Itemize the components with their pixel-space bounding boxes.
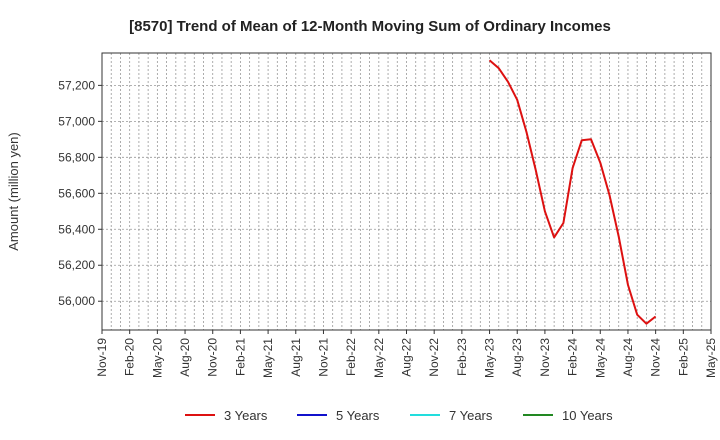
y-tick-label: 56,800 <box>58 150 95 164</box>
x-tick-label: Nov-24 <box>649 338 663 377</box>
x-axis-ticks: Nov-19 Feb-20 May-20 Aug-20 Nov-20 Feb-21 May-… <box>95 330 718 378</box>
gridlines <box>102 53 711 330</box>
legend-label: 7 Years <box>449 408 493 423</box>
y-tick-label: 56,200 <box>58 258 95 272</box>
y-tick-label: 57,000 <box>58 114 95 128</box>
series-layer <box>488 59 657 325</box>
x-tick-label: May-23 <box>483 338 497 378</box>
legend-label: 3 Years <box>224 408 268 423</box>
x-tick-label: Feb-25 <box>676 338 690 376</box>
x-tick-label: Aug-24 <box>621 338 635 377</box>
chart-title: [8570] Trend of Mean of 12-Month Moving … <box>129 18 611 35</box>
x-tick-label: May-24 <box>593 338 607 378</box>
x-tick-label: Nov-21 <box>316 338 330 377</box>
y-tick-label: 56,600 <box>58 186 95 200</box>
series-line-3-years <box>488 59 657 325</box>
legend-item: 5 Years <box>297 408 380 423</box>
legend: 3 Years 5 Years 7 Years 10 Years <box>185 408 613 423</box>
x-tick-label: Nov-19 <box>95 338 109 377</box>
x-tick-label: Feb-21 <box>233 338 247 376</box>
x-tick-label: Feb-20 <box>123 338 137 376</box>
x-tick-label: Aug-21 <box>289 338 303 377</box>
x-tick-label: Nov-22 <box>427 338 441 377</box>
x-tick-label: Aug-23 <box>510 338 524 377</box>
y-axis-ticks: 56,000 56,200 56,400 56,600 56,800 57,000 57,2… <box>58 78 102 308</box>
y-tick-label: 56,400 <box>58 222 95 236</box>
x-tick-label: May-20 <box>150 338 164 378</box>
y-tick-label: 56,000 <box>58 294 95 308</box>
x-tick-label: May-22 <box>372 338 386 378</box>
legend-item: 10 Years <box>523 408 613 423</box>
legend-item: 3 Years <box>185 408 268 423</box>
x-tick-label: Aug-22 <box>400 338 414 377</box>
legend-item: 7 Years <box>410 408 493 423</box>
legend-label: 10 Years <box>562 408 613 423</box>
x-tick-label: Feb-22 <box>344 338 358 376</box>
x-tick-label: Aug-20 <box>178 338 192 377</box>
x-tick-label: Nov-23 <box>538 338 552 377</box>
x-tick-label: May-25 <box>704 338 718 378</box>
x-tick-label: May-21 <box>261 338 275 378</box>
x-tick-label: Feb-24 <box>566 338 580 376</box>
legend-label: 5 Years <box>336 408 380 423</box>
y-axis-label: Amount (million yen) <box>6 132 21 251</box>
x-tick-label: Nov-20 <box>206 338 220 377</box>
y-tick-label: 57,200 <box>58 78 95 92</box>
x-tick-label: Feb-23 <box>455 338 469 376</box>
